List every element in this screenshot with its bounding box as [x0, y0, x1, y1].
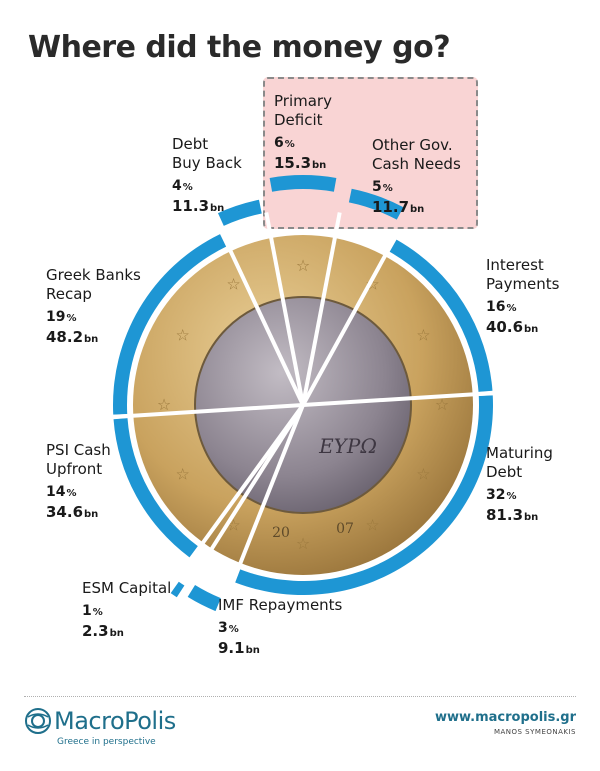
slice-psi-cash-upfront [113, 418, 198, 558]
slice-debt-buy-back [217, 199, 262, 226]
slice-divider [107, 403, 304, 420]
brand-name: MacroPolis [54, 707, 176, 735]
slice-primary-deficit [269, 175, 337, 192]
footer-divider [24, 696, 576, 697]
coin-year-right: 07 [336, 521, 354, 537]
coin-star-icon: ☆ [157, 395, 171, 414]
coin-star-icon: ☆ [416, 465, 430, 484]
coin-star-icon: ☆ [296, 534, 310, 553]
coin-star-icon: ☆ [175, 465, 189, 484]
coin-text: ΕΥΡΩ [318, 434, 377, 458]
label-maturing-debt: Maturing Debt 32% 81.3bn [486, 444, 553, 524]
coin-star-icon: ☆ [296, 256, 310, 275]
slice-greek-banks-recap [112, 234, 227, 415]
slice-interest-payments [389, 239, 493, 392]
slice-divider [301, 232, 400, 406]
slice-maturing-debt [235, 395, 493, 595]
coin-star-icon: ☆ [175, 326, 189, 345]
slice-divider [196, 403, 305, 572]
label-interest-payments: Interest Payments 16% 40.6bn [486, 256, 560, 336]
slice-divider [264, 212, 305, 406]
label-psi-cash-upfront: PSI Cash Upfront 14% 34.6bn [46, 441, 111, 521]
slice-divider [301, 212, 342, 406]
slice-divider [217, 226, 305, 406]
coin-year-left: 20 [272, 525, 290, 541]
coin-star-icon: ☆ [416, 326, 430, 345]
coin-star-icon: ☆ [226, 275, 240, 294]
label-imf-repayments: IMF Repayments 3% 9.1bn [218, 596, 343, 657]
coin-star-icon: ☆ [365, 515, 379, 534]
author-credit: MANOS SYMEONAKIS [493, 728, 576, 736]
website-link[interactable]: www.macropolis.gr [434, 710, 576, 725]
slice-imf-repayments [187, 585, 221, 612]
label-debt-buy-back: Debt Buy Back 4% 11.3bn [172, 135, 242, 215]
slice-other-gov-cash-needs [348, 188, 404, 220]
brand-tagline: Greece in perspective [57, 737, 156, 747]
slice-divider [186, 403, 305, 565]
page-title: Where did the money go? [28, 30, 451, 65]
slice-esm-capital [170, 581, 185, 598]
coin-star-icon: ☆ [435, 395, 449, 414]
logo-mark-icon [25, 708, 51, 734]
label-primary-deficit: Primary Deficit 6% 15.3bn [274, 92, 332, 172]
slice-divider [228, 404, 305, 588]
label-other-gov-cash-needs: Other Gov. Cash Needs 5% 11.7bn [372, 136, 461, 216]
label-greek-banks-recap: Greek Banks Recap 19% 48.2bn [46, 266, 141, 346]
label-esm-capital: ESM Capital 1% 2.3bn [82, 579, 172, 640]
slice-divider [302, 390, 499, 407]
